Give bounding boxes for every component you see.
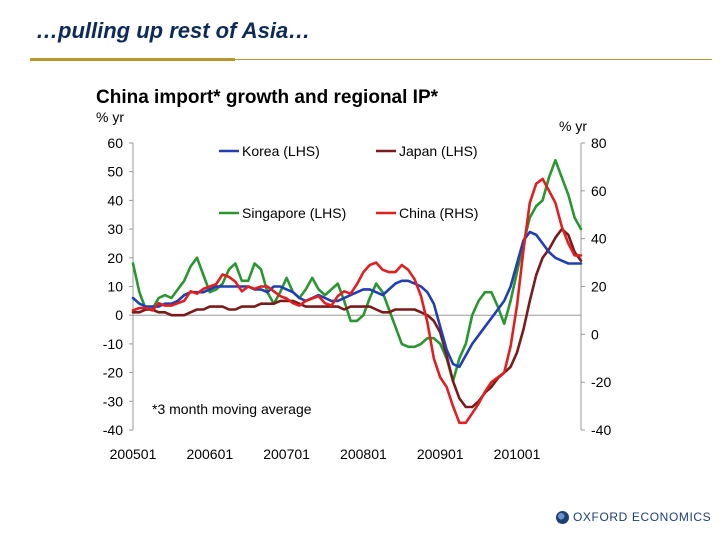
right-tick-label: -40 bbox=[591, 422, 611, 438]
left-tick-label: -30 bbox=[103, 393, 123, 409]
series-line-korea bbox=[131, 230, 583, 369]
left-tick-label: -10 bbox=[103, 336, 123, 352]
series-line-china bbox=[131, 177, 583, 425]
x-tick-label: 200601 bbox=[186, 446, 233, 462]
right-tick-label: 40 bbox=[591, 231, 607, 247]
left-tick-label: 0 bbox=[115, 307, 123, 323]
brand-logo: OXFORD ECONOMICS bbox=[556, 509, 711, 525]
right-tick-label: -20 bbox=[591, 374, 611, 390]
left-tick-label: 50 bbox=[107, 164, 123, 180]
legend-label-singapore: Singapore (LHS) bbox=[242, 205, 346, 221]
left-tick-label: 60 bbox=[107, 135, 123, 151]
left-tick-label: 30 bbox=[107, 221, 123, 237]
title-divider bbox=[30, 59, 712, 60]
x-tick-label: 200501 bbox=[110, 446, 157, 462]
legend-label-china: China (RHS) bbox=[399, 205, 478, 221]
chart-annotation: *3 month moving average bbox=[152, 401, 312, 417]
title-divider-accent bbox=[30, 58, 235, 61]
right-tick-label: 20 bbox=[591, 279, 607, 295]
chart-title: China import* growth and regional IP* bbox=[96, 87, 439, 108]
right-tick-label: 0 bbox=[591, 326, 599, 342]
left-tick-label: 40 bbox=[107, 192, 123, 208]
legend-label-japan: Japan (LHS) bbox=[399, 143, 478, 159]
left-axis-unit: % yr bbox=[96, 109, 124, 125]
slide-title: …pulling up rest of Asia… bbox=[36, 18, 311, 43]
right-tick-label: 60 bbox=[591, 183, 607, 199]
x-tick-label: 200901 bbox=[417, 446, 464, 462]
series-line-japan bbox=[131, 227, 583, 409]
left-tick-label: -40 bbox=[103, 422, 123, 438]
left-tick-label: 20 bbox=[107, 250, 123, 266]
left-tick-label: -20 bbox=[103, 365, 123, 381]
right-tick-label: 80 bbox=[591, 135, 607, 151]
left-tick-label: 10 bbox=[107, 279, 123, 295]
x-tick-label: 200801 bbox=[340, 446, 387, 462]
x-tick-label: 201001 bbox=[494, 446, 541, 462]
x-tick-label: 200701 bbox=[263, 446, 310, 462]
right-axis-unit: % yr bbox=[559, 118, 587, 134]
brand-name: OXFORD ECONOMICS bbox=[573, 510, 712, 524]
brand-globe-icon bbox=[556, 510, 569, 524]
legend-label-korea: Korea (LHS) bbox=[242, 143, 320, 159]
